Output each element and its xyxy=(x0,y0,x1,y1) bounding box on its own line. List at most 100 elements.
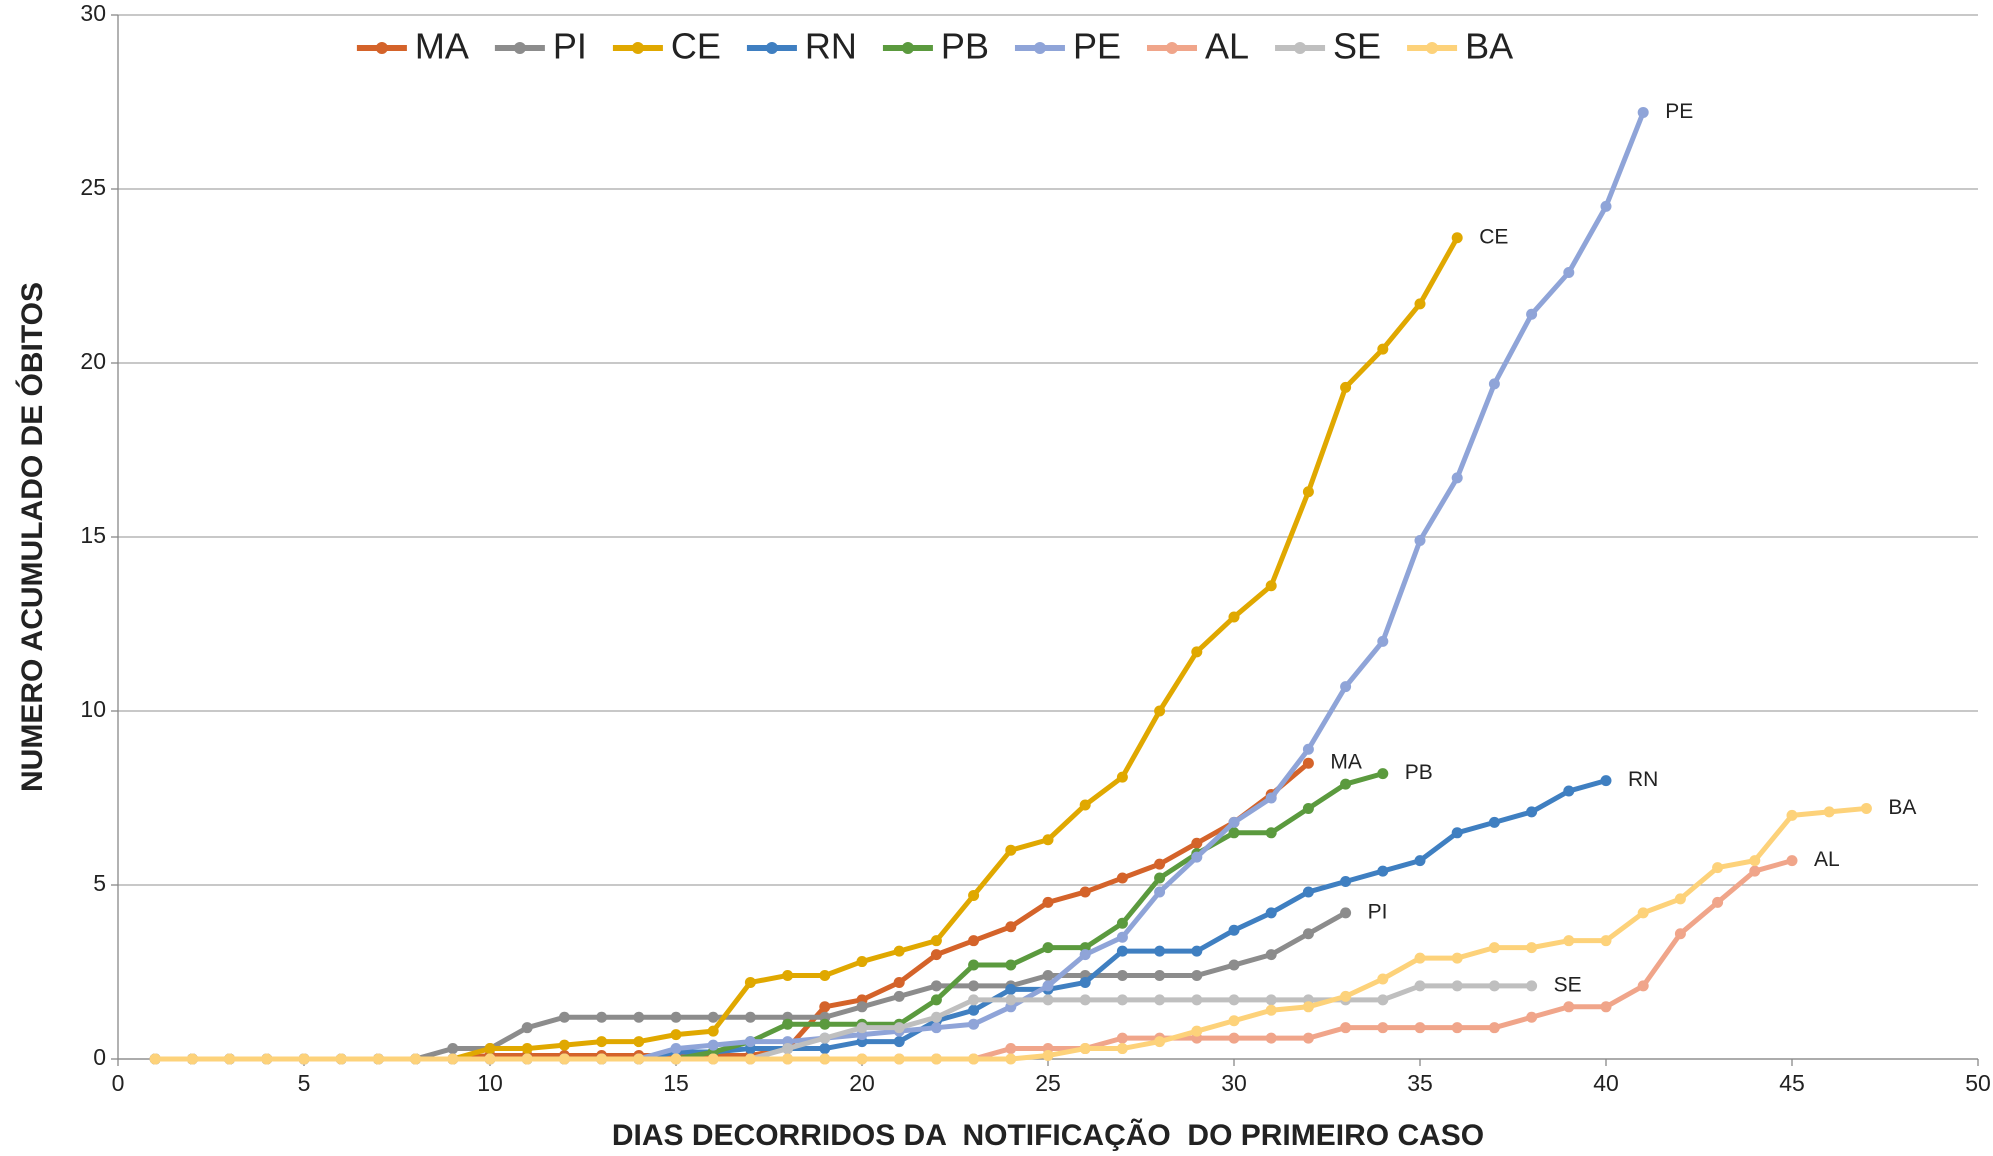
point xyxy=(1302,802,1314,814)
series-line xyxy=(155,778,1607,1062)
point xyxy=(1191,969,1203,981)
point xyxy=(1005,983,1017,995)
point xyxy=(1228,611,1240,623)
end-label: PB xyxy=(1405,761,1433,784)
point xyxy=(1079,976,1091,988)
legend-label: PB xyxy=(941,26,989,67)
point xyxy=(1414,952,1426,964)
point xyxy=(521,1053,533,1065)
series-line xyxy=(155,111,1646,1062)
point xyxy=(968,889,980,901)
point xyxy=(1302,757,1314,769)
x-axis-title: DIAS DECORRIDOS DA NOTIFICAÇÃO DO PRIMEI… xyxy=(612,1118,1484,1152)
legend-marker xyxy=(1033,42,1046,54)
point xyxy=(670,1043,682,1055)
point xyxy=(447,1043,459,1055)
point xyxy=(1637,980,1649,992)
point xyxy=(410,1053,422,1065)
point xyxy=(856,1053,868,1065)
point xyxy=(1042,834,1054,846)
point xyxy=(1042,896,1054,908)
y-tick-label: 30 xyxy=(80,0,106,26)
point xyxy=(1116,969,1128,981)
point xyxy=(521,1022,533,1034)
end-label: CE xyxy=(1479,225,1508,248)
legend-label: RN xyxy=(805,26,857,67)
point xyxy=(447,1053,459,1065)
point xyxy=(1116,994,1128,1006)
point xyxy=(1526,980,1538,992)
point xyxy=(968,1053,980,1065)
point xyxy=(1414,298,1426,310)
point xyxy=(968,994,980,1006)
point xyxy=(1377,1022,1389,1034)
point xyxy=(1563,267,1575,279)
point xyxy=(484,1043,496,1055)
point xyxy=(1526,806,1538,818)
point xyxy=(1154,969,1166,981)
x-tick-label: 35 xyxy=(1407,1070,1433,1096)
end-label: PI xyxy=(1368,900,1388,923)
point xyxy=(893,1053,905,1065)
point xyxy=(930,1022,942,1034)
point xyxy=(968,980,980,992)
point xyxy=(1600,775,1612,787)
point xyxy=(1042,980,1054,992)
point xyxy=(1191,945,1203,957)
x-tick-label: 50 xyxy=(1965,1070,1991,1096)
point xyxy=(1377,343,1389,355)
point xyxy=(707,1039,719,1051)
point xyxy=(1005,844,1017,856)
point xyxy=(782,1053,794,1065)
end-label: AL xyxy=(1814,848,1840,871)
point xyxy=(558,1011,570,1023)
x-tick-label: 10 xyxy=(477,1070,503,1096)
x-tick-label: 15 xyxy=(663,1070,689,1096)
point xyxy=(484,1053,496,1065)
point xyxy=(1451,980,1463,992)
point xyxy=(1265,907,1277,919)
point xyxy=(744,1011,756,1023)
series-line xyxy=(155,236,1460,1062)
point xyxy=(1079,799,1091,811)
end-label: SE xyxy=(1554,973,1582,996)
end-label: BA xyxy=(1888,796,1916,819)
point xyxy=(930,949,942,961)
point xyxy=(1823,806,1835,818)
point xyxy=(968,959,980,971)
point xyxy=(856,1001,868,1013)
point xyxy=(1377,865,1389,877)
point xyxy=(1005,959,1017,971)
legend-marker xyxy=(513,42,526,54)
point xyxy=(633,1036,645,1048)
point xyxy=(1488,1022,1500,1034)
point xyxy=(1786,855,1798,867)
point xyxy=(1265,949,1277,961)
point xyxy=(1712,862,1724,874)
point xyxy=(968,935,980,947)
legend-label: MA xyxy=(415,26,469,67)
point xyxy=(1302,928,1314,940)
point xyxy=(1563,935,1575,947)
point xyxy=(1191,646,1203,658)
point xyxy=(1228,816,1240,828)
point xyxy=(1451,952,1463,964)
point xyxy=(1042,1050,1054,1062)
point xyxy=(1042,994,1054,1006)
x-tick-label: 5 xyxy=(298,1070,311,1096)
point xyxy=(1860,802,1872,814)
x-tick-label: 20 xyxy=(849,1070,875,1096)
point xyxy=(1265,580,1277,592)
point xyxy=(1228,1015,1240,1027)
point xyxy=(1191,994,1203,1006)
point xyxy=(558,1039,570,1051)
point xyxy=(1786,809,1798,821)
point xyxy=(1414,534,1426,546)
point xyxy=(1265,827,1277,839)
point xyxy=(1340,778,1352,790)
point xyxy=(1042,942,1054,954)
point xyxy=(558,1053,570,1065)
point xyxy=(930,994,942,1006)
point xyxy=(1154,872,1166,884)
